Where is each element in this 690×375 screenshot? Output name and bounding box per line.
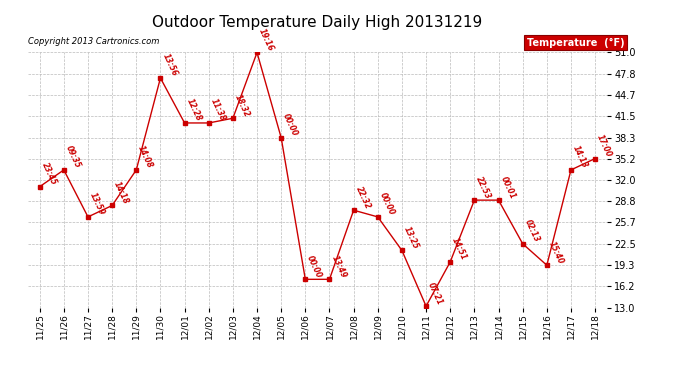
Text: 09:35: 09:35 [63, 144, 82, 170]
Text: 12:28: 12:28 [184, 98, 203, 123]
Text: 14:18: 14:18 [112, 180, 130, 206]
Text: Copyright 2013 Cartronics.com: Copyright 2013 Cartronics.com [28, 38, 159, 46]
Text: 14:51: 14:51 [450, 236, 469, 262]
Text: 23:45: 23:45 [39, 161, 58, 187]
Text: 14:08: 14:08 [136, 144, 155, 170]
Text: 19:16: 19:16 [257, 27, 275, 52]
Text: 15:40: 15:40 [546, 240, 565, 265]
Text: Outdoor Temperature Daily High 20131219: Outdoor Temperature Daily High 20131219 [152, 15, 482, 30]
Text: 22:32: 22:32 [353, 184, 372, 210]
Text: 18:32: 18:32 [233, 93, 251, 118]
Text: 13:59: 13:59 [88, 191, 106, 217]
Text: 00:01: 00:01 [498, 175, 517, 200]
Text: 07:21: 07:21 [426, 280, 444, 306]
Text: 11:38: 11:38 [208, 98, 227, 123]
Text: 13:25: 13:25 [402, 225, 420, 251]
Text: 13:49: 13:49 [330, 254, 348, 279]
Text: Temperature  (°F): Temperature (°F) [527, 38, 624, 48]
Text: 00:00: 00:00 [378, 191, 396, 217]
Text: 13:56: 13:56 [160, 53, 179, 78]
Text: 17:00: 17:00 [595, 133, 613, 159]
Text: 02:13: 02:13 [523, 218, 541, 244]
Text: 14:13: 14:13 [571, 144, 589, 170]
Text: 22:53: 22:53 [475, 175, 493, 200]
Text: 00:00: 00:00 [305, 254, 324, 279]
Text: 00:00: 00:00 [282, 112, 299, 138]
